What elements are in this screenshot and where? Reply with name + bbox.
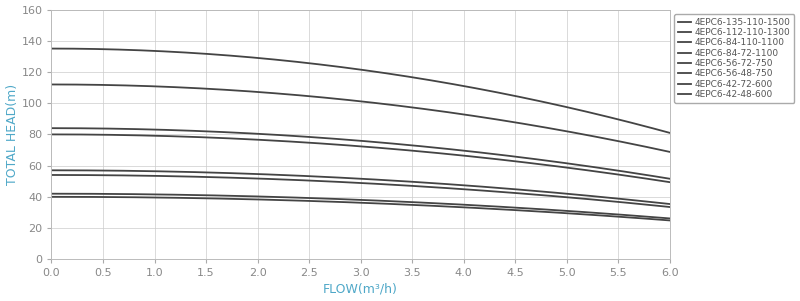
4EPC6-84-72-1100 (554, 165, 563, 168)
4EPC6-135-110-1500 (554, 103, 563, 107)
4EPC6-56-48-750 (650, 204, 660, 207)
4EPC6-56-48-750 (340, 180, 350, 184)
4EPC6-84-110-1100 (340, 138, 350, 141)
Line: 4EPC6-56-72-750: 4EPC6-56-72-750 (51, 170, 670, 204)
Line: 4EPC6-84-72-1100: 4EPC6-84-72-1100 (51, 135, 670, 182)
4EPC6-84-110-1100 (46, 126, 56, 130)
4EPC6-135-110-1500 (665, 131, 674, 135)
4EPC6-84-110-1100 (554, 160, 563, 164)
4EPC6-42-72-600 (344, 198, 354, 201)
4EPC6-84-72-1100 (340, 143, 350, 147)
4EPC6-84-72-1100 (665, 180, 674, 184)
4EPC6-84-110-1100 (414, 144, 424, 148)
4EPC6-42-48-600 (46, 195, 56, 199)
4EPC6-112-110-1300 (344, 98, 354, 102)
4EPC6-42-48-600 (665, 219, 674, 222)
4EPC6-135-110-1500 (340, 66, 350, 70)
4EPC6-56-48-750 (344, 181, 354, 184)
Line: 4EPC6-84-110-1100: 4EPC6-84-110-1100 (51, 128, 670, 179)
4EPC6-56-48-750 (381, 182, 390, 186)
Line: 4EPC6-42-48-600: 4EPC6-42-48-600 (51, 197, 670, 220)
Line: 4EPC6-135-110-1500: 4EPC6-135-110-1500 (51, 48, 670, 133)
4EPC6-84-72-1100 (344, 144, 354, 147)
4EPC6-84-110-1100 (381, 141, 390, 145)
4EPC6-84-72-1100 (46, 133, 56, 136)
Y-axis label: TOTAL HEAD(m): TOTAL HEAD(m) (6, 84, 18, 185)
4EPC6-56-48-750 (46, 173, 56, 177)
4EPC6-42-72-600 (554, 209, 563, 212)
4EPC6-42-48-600 (414, 203, 424, 207)
4EPC6-56-72-750 (46, 169, 56, 172)
Line: 4EPC6-56-48-750: 4EPC6-56-48-750 (51, 175, 670, 207)
4EPC6-135-110-1500 (414, 77, 424, 80)
4EPC6-56-72-750 (554, 191, 563, 195)
4EPC6-42-72-600 (46, 192, 56, 196)
4EPC6-112-110-1300 (381, 102, 390, 106)
4EPC6-135-110-1500 (344, 66, 354, 70)
4EPC6-42-48-600 (650, 218, 660, 221)
Legend: 4EPC6-135-110-1500, 4EPC6-112-110-1300, 4EPC6-84-110-1100, 4EPC6-84-72-1100, 4EP: 4EPC6-135-110-1500, 4EPC6-112-110-1300, … (674, 14, 794, 103)
4EPC6-42-48-600 (554, 211, 563, 215)
4EPC6-56-72-750 (414, 180, 424, 184)
4EPC6-84-110-1100 (344, 138, 354, 142)
Line: 4EPC6-112-110-1300: 4EPC6-112-110-1300 (51, 85, 670, 152)
4EPC6-42-72-600 (665, 217, 674, 220)
4EPC6-56-48-750 (665, 205, 674, 209)
Line: 4EPC6-42-72-600: 4EPC6-42-72-600 (51, 194, 670, 219)
4EPC6-42-72-600 (340, 197, 350, 201)
4EPC6-135-110-1500 (650, 127, 660, 131)
4EPC6-42-48-600 (340, 200, 350, 204)
4EPC6-84-72-1100 (650, 178, 660, 182)
4EPC6-42-48-600 (381, 202, 390, 206)
4EPC6-112-110-1300 (650, 147, 660, 150)
4EPC6-42-72-600 (381, 199, 390, 203)
4EPC6-42-72-600 (414, 201, 424, 204)
4EPC6-56-48-750 (414, 185, 424, 188)
4EPC6-135-110-1500 (381, 71, 390, 75)
4EPC6-56-72-750 (340, 176, 350, 180)
4EPC6-135-110-1500 (46, 47, 56, 50)
4EPC6-42-48-600 (344, 200, 354, 204)
4EPC6-56-48-750 (554, 195, 563, 198)
4EPC6-112-110-1300 (46, 83, 56, 86)
4EPC6-112-110-1300 (665, 150, 674, 154)
4EPC6-84-110-1100 (650, 175, 660, 178)
4EPC6-84-110-1100 (665, 177, 674, 181)
4EPC6-112-110-1300 (340, 98, 350, 101)
4EPC6-56-72-750 (650, 200, 660, 204)
4EPC6-56-72-750 (344, 176, 354, 180)
4EPC6-112-110-1300 (414, 107, 424, 110)
4EPC6-112-110-1300 (554, 128, 563, 132)
X-axis label: FLOW(m³/h): FLOW(m³/h) (323, 282, 398, 296)
4EPC6-56-72-750 (665, 202, 674, 206)
4EPC6-42-72-600 (650, 216, 660, 219)
4EPC6-56-72-750 (381, 178, 390, 182)
4EPC6-84-72-1100 (381, 147, 390, 150)
4EPC6-84-72-1100 (414, 150, 424, 153)
